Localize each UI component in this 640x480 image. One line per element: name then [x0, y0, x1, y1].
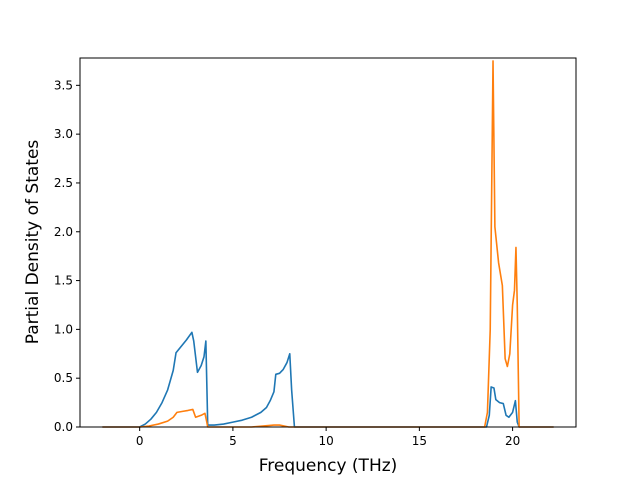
- plot-content: [102, 60, 554, 428]
- y-tick-label: 2.5: [54, 176, 73, 190]
- x-tick-label: 20: [505, 434, 520, 448]
- plot-frame: [79, 57, 577, 428]
- y-axis: 0.0 0.5 1.0 1.5 2.0 2.5 3.0 3.5: [54, 78, 80, 434]
- y-tick-label: 0.5: [54, 371, 73, 385]
- series-line-1: [102, 331, 554, 428]
- y-tick-label: 1.5: [54, 274, 73, 288]
- y-tick-label: 3.0: [54, 127, 73, 141]
- y-axis-label: Partial Density of States: [23, 140, 43, 345]
- x-tick-label: 0: [136, 434, 144, 448]
- y-tick-label: 0.0: [54, 420, 73, 434]
- x-tick-label: 15: [412, 434, 427, 448]
- x-tick-label: 5: [229, 434, 237, 448]
- y-tick-label: 3.5: [54, 78, 73, 92]
- x-tick-label: 10: [318, 434, 333, 448]
- x-axis: 0 5 10 15 20: [136, 427, 520, 448]
- y-tick-label: 2.0: [54, 225, 73, 239]
- series-line-2: [102, 60, 554, 428]
- y-tick-label: 1.0: [54, 322, 73, 336]
- x-axis-label: Frequency (THz): [259, 456, 398, 476]
